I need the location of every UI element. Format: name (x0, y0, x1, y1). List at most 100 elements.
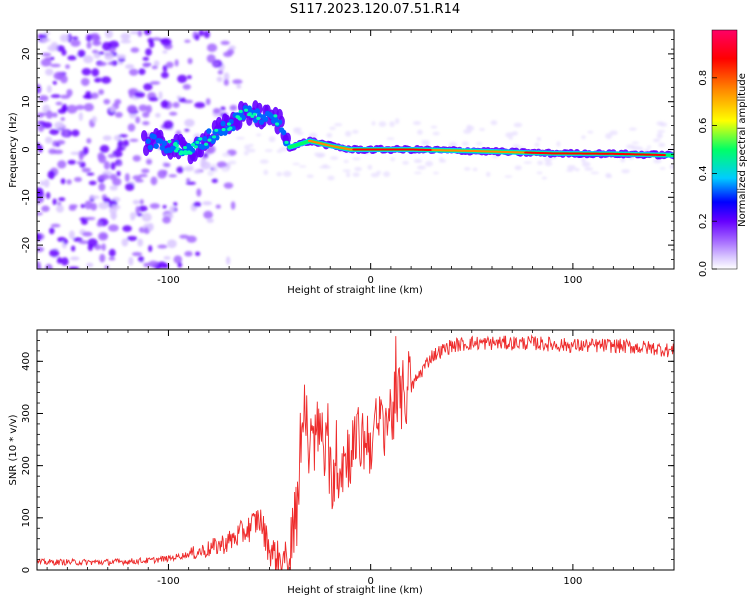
colorbar: 0.0 0.2 0.4 0.6 0.8 Normalized spectral ampl… (698, 29, 748, 277)
noise-blob (41, 205, 50, 212)
halo-blob (243, 150, 249, 156)
noise-blob (134, 91, 146, 98)
noise-blob (161, 71, 169, 79)
noise-blob (108, 224, 119, 232)
noise-blob (141, 168, 150, 174)
ridge (140, 100, 674, 165)
noise-blob (169, 205, 175, 214)
noise-blob (49, 128, 60, 135)
noise-blob (162, 50, 168, 54)
halo-blob (448, 141, 458, 148)
ridge-mid (268, 113, 275, 119)
halo-blob (330, 156, 339, 160)
x-tick-label: 100 (563, 576, 582, 587)
noise-blob (70, 256, 80, 261)
noise-blob (176, 166, 184, 174)
halo-blob (352, 172, 360, 177)
noise-blob (56, 256, 63, 264)
ridge-mid (258, 119, 265, 125)
ridge-spot (237, 117, 242, 121)
noise-blob (67, 33, 72, 43)
noise-blob (205, 98, 211, 106)
halo-blob (276, 171, 283, 177)
noise-blob (115, 147, 126, 151)
noise-blob (78, 112, 83, 121)
noise-blob (174, 59, 179, 67)
noise-blob (74, 177, 82, 182)
ridge-spot (238, 109, 243, 114)
noise-blob (103, 161, 110, 170)
halo-blob (264, 149, 273, 152)
ridge-mid (246, 105, 252, 112)
noise-blob (147, 223, 154, 232)
noise-blob (149, 81, 161, 85)
noise-blob (43, 31, 51, 36)
noise-blob (141, 212, 152, 222)
noise-blob (68, 266, 80, 269)
halo-blob (376, 170, 382, 175)
ridge-mid (281, 129, 287, 136)
noise-blob (223, 182, 234, 189)
noise-blob (90, 33, 100, 41)
noise-blob (73, 237, 83, 242)
noise-blob (48, 227, 55, 235)
halo-blob (222, 152, 231, 157)
noise-blob (162, 216, 171, 224)
noise-blob (206, 54, 216, 63)
noise-blob (86, 172, 95, 176)
noise-blob (37, 233, 42, 242)
noise-blob (216, 161, 227, 168)
halo-blob (256, 133, 262, 137)
ridge-mid (206, 128, 212, 134)
noise-blob (122, 225, 132, 232)
noise-blob (71, 36, 79, 40)
noise-blob (67, 159, 77, 165)
noise-blob (67, 55, 77, 61)
noise-blob (102, 41, 112, 51)
noise-blob (220, 106, 226, 111)
noise-blob (143, 83, 153, 91)
noise-blob (45, 192, 51, 200)
noise-blob (112, 177, 122, 186)
ridge-spot (207, 138, 212, 142)
noise-blob (60, 117, 66, 121)
noise-blob (193, 169, 201, 174)
noise-blob (135, 178, 144, 183)
noise-blob (98, 51, 105, 55)
noise-blob (109, 106, 116, 112)
noise-blob (157, 169, 167, 179)
noise-blob (220, 40, 230, 45)
noise-blob (52, 198, 57, 206)
noise-blob (217, 70, 224, 75)
colorbar-ticks: 0.0 0.2 0.4 0.6 0.8 (698, 70, 717, 277)
noise-blob (196, 188, 202, 197)
noise-blob (69, 204, 78, 208)
ridge-spot (184, 152, 189, 156)
halo-blob (486, 171, 491, 177)
halo-blob (412, 121, 422, 126)
noise-blob (60, 94, 71, 99)
noise-blob (116, 170, 121, 177)
noise-blob (167, 239, 177, 249)
noise-blob (153, 60, 160, 67)
noise-blob (83, 55, 94, 64)
ridge-spot (275, 122, 280, 126)
noise-blob (186, 235, 197, 243)
ridge-spot (198, 137, 203, 141)
noise-blob (168, 174, 177, 178)
noise-blob (96, 221, 103, 227)
noise-blob (184, 128, 190, 132)
halo-blob (587, 130, 594, 134)
halo-blob (235, 136, 245, 140)
noise-blob (61, 106, 68, 112)
noise-blob (165, 61, 174, 69)
halo-blob (653, 138, 661, 143)
noise-blob (94, 78, 102, 83)
noise-blob (99, 144, 110, 153)
noise-blob (58, 197, 66, 202)
halo-blob (259, 159, 269, 164)
noise-blob (124, 173, 130, 182)
halo-blob (297, 131, 304, 136)
noise-blob (86, 262, 94, 268)
noise-blob (52, 149, 64, 155)
